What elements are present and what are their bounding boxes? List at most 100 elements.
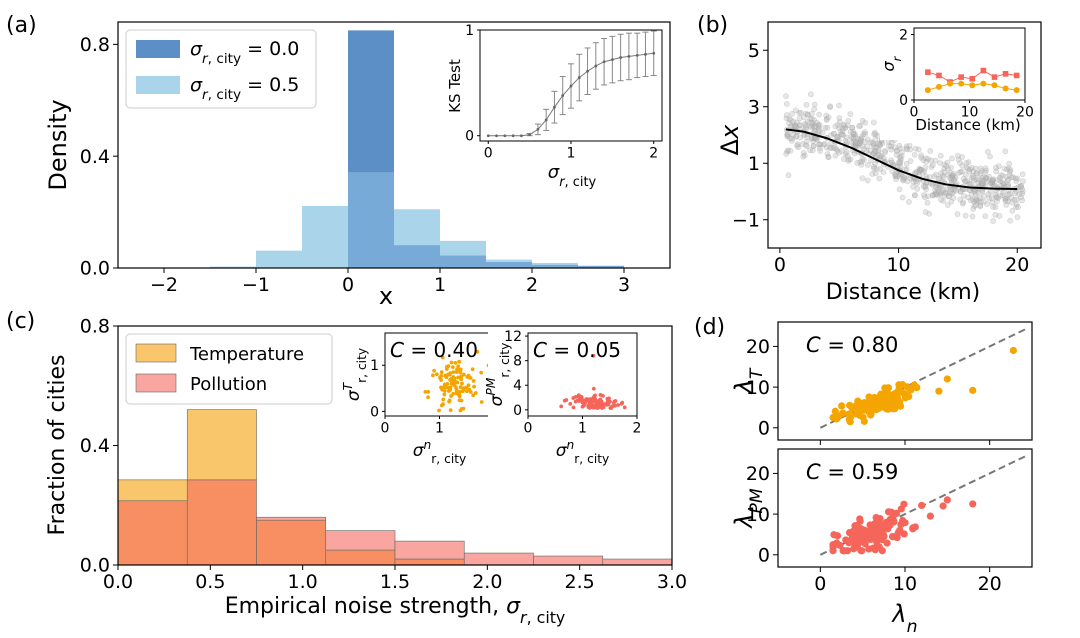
- inset-c-1-point-103: [601, 405, 606, 410]
- scatter-point-b-295: [800, 149, 807, 156]
- scatter-point-b-464: [943, 190, 950, 196]
- inset-a-point-10: [569, 84, 573, 88]
- scatter-point-b-215: [984, 201, 991, 207]
- scatter-point-b-178: [933, 171, 939, 178]
- scatter-point-b-498: [938, 196, 944, 203]
- scatter-point-b-639: [845, 158, 852, 164]
- scatter-point-b-365: [794, 141, 801, 148]
- hist-c-overlap-2: [256, 519, 327, 566]
- scatter-point-b-44: [944, 202, 951, 208]
- scatter-point-b-667: [836, 119, 843, 125]
- scatter-point-b-697: [892, 171, 899, 177]
- scatter-point-b-243: [847, 156, 854, 163]
- panel-d-1-outlier-3: [926, 512, 935, 520]
- scatter-point-b-661: [913, 178, 919, 185]
- panel-b-xtick-label-2: 20: [1005, 254, 1029, 276]
- scatter-point-b-499: [875, 148, 882, 155]
- scatter-point-b-398: [992, 211, 999, 218]
- inset-c-0-point-34: [432, 368, 437, 373]
- panel-d-1-ytick-label-2: 20: [746, 463, 770, 485]
- scatter-point-b-451: [797, 121, 804, 128]
- scatter-point-b-252: [893, 148, 900, 154]
- hist-c-pollution-6: [533, 555, 604, 566]
- scatter-point-b-139: [790, 118, 797, 125]
- scatter-point-b-228: [836, 102, 842, 109]
- inset-c-0-point-72: [434, 372, 439, 377]
- scatter-point-b-269: [830, 145, 837, 152]
- scatter-point-b-434: [955, 152, 961, 159]
- panel-d-xtick-label-2: 20: [978, 573, 1002, 595]
- scatter-point-b-72: [1014, 214, 1021, 221]
- scatter-point-b-293: [863, 148, 870, 154]
- scatter-point-b-524: [823, 116, 830, 122]
- scatter-point-b-422: [880, 169, 887, 176]
- scatter-point-b-221: [966, 168, 972, 175]
- inset-a-xtick-label-0: 0: [484, 145, 493, 161]
- scatter-point-b-676: [869, 139, 876, 146]
- scatter-point-b-79: [959, 200, 966, 207]
- scatter-point-b-307: [859, 155, 866, 162]
- inset-a-point-13: [594, 64, 598, 68]
- scatter-point-b-291: [810, 120, 816, 127]
- panel-d-xtick-label-0: 0: [814, 573, 826, 595]
- scatter-point-b-313: [975, 179, 982, 186]
- inset-c-0-point-51: [457, 398, 462, 403]
- scatter-point-b-649: [942, 189, 949, 196]
- inset-c-1-ytick-label-0: 0: [513, 403, 522, 419]
- scatter-point-b-545: [839, 131, 845, 138]
- scatter-point-b-214: [1002, 195, 1009, 202]
- scatter-point-b-98: [838, 148, 845, 154]
- scatter-point-b-177: [917, 166, 924, 173]
- hist-bar-overlap-7: [532, 264, 578, 268]
- scatter-point-b-662: [870, 140, 877, 147]
- scatter-point-b-608: [903, 160, 910, 167]
- scatter-point-b-146: [1000, 181, 1007, 188]
- scatter-point-b-616: [997, 192, 1004, 199]
- scatter-point-b-666: [912, 192, 918, 199]
- inset-b-marker-pollution-4: [969, 75, 976, 82]
- panel-d-0-point-115: [864, 408, 873, 416]
- inset-c-1-xtick-label-0: 0: [524, 420, 533, 436]
- scatter-point-b-297: [984, 148, 991, 155]
- inset-c-0-point-11: [440, 355, 445, 360]
- scatter-point-b-685: [952, 174, 959, 181]
- inset-c-0-ytick-label-1: 1: [370, 358, 379, 374]
- inset-c-0-point-45: [439, 403, 444, 408]
- scatter-point-b-135: [968, 164, 975, 171]
- inset-c-1-point-81: [577, 399, 582, 403]
- panel-a-ytick-label-2: 0.8: [80, 34, 110, 56]
- scatter-point-b-393: [893, 152, 900, 158]
- scatter-point-b-420: [827, 103, 833, 110]
- scatter-point-b-203: [864, 136, 871, 143]
- scatter-point-b-112: [811, 106, 818, 113]
- panel-d-1-point-80: [896, 526, 904, 534]
- scatter-point-b-302: [969, 213, 976, 220]
- scatter-point-b-623: [962, 177, 969, 184]
- inset-b-marker-pollution-8: [1013, 72, 1020, 79]
- scatter-point-b-431: [1003, 173, 1010, 180]
- scatter-point-b-487: [879, 140, 886, 147]
- scatter-point-b-198: [1002, 148, 1009, 155]
- panel-d-0-point-41: [903, 383, 911, 391]
- scatter-point-b-646: [803, 122, 809, 129]
- scatter-point-b-371: [971, 198, 978, 205]
- inset-b-marker-pollution-7: [1002, 71, 1009, 77]
- scatter-point-b-620: [786, 135, 793, 142]
- scatter-point-b-441: [808, 135, 815, 142]
- scatter-point-b-367: [802, 124, 809, 131]
- scatter-point-b-77: [968, 191, 975, 198]
- scatter-point-b-586: [800, 153, 807, 160]
- scatter-point-b-347: [804, 119, 811, 125]
- scatter-point-b-340: [1004, 166, 1010, 173]
- panel-a-ytick-label-1: 0.4: [80, 146, 110, 168]
- scatter-point-b-70: [993, 164, 999, 171]
- scatter-point-b-150: [816, 127, 823, 134]
- scatter-point-b-418: [937, 160, 943, 166]
- scatter-point-b-299: [842, 137, 849, 144]
- scatter-point-b-647: [805, 111, 811, 118]
- inset-c-0-point-76: [470, 367, 475, 372]
- inset-c-0-point-30: [471, 393, 476, 398]
- scatter-point-b-692: [845, 156, 852, 163]
- inset-c-1-point-39: [593, 393, 597, 398]
